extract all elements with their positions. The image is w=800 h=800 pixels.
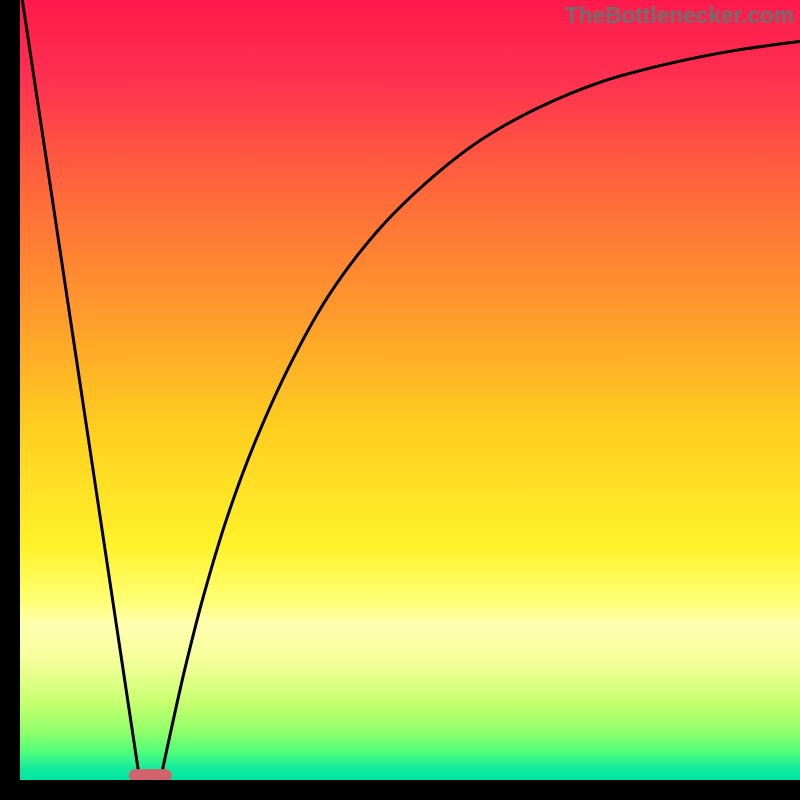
valley-marker — [129, 769, 172, 780]
watermark-label: TheBottlenecker.com — [565, 2, 794, 29]
plot-area — [20, 0, 800, 780]
gradient-background — [20, 0, 800, 780]
chart-svg — [20, 0, 800, 780]
canvas: TheBottlenecker.com — [0, 0, 800, 800]
